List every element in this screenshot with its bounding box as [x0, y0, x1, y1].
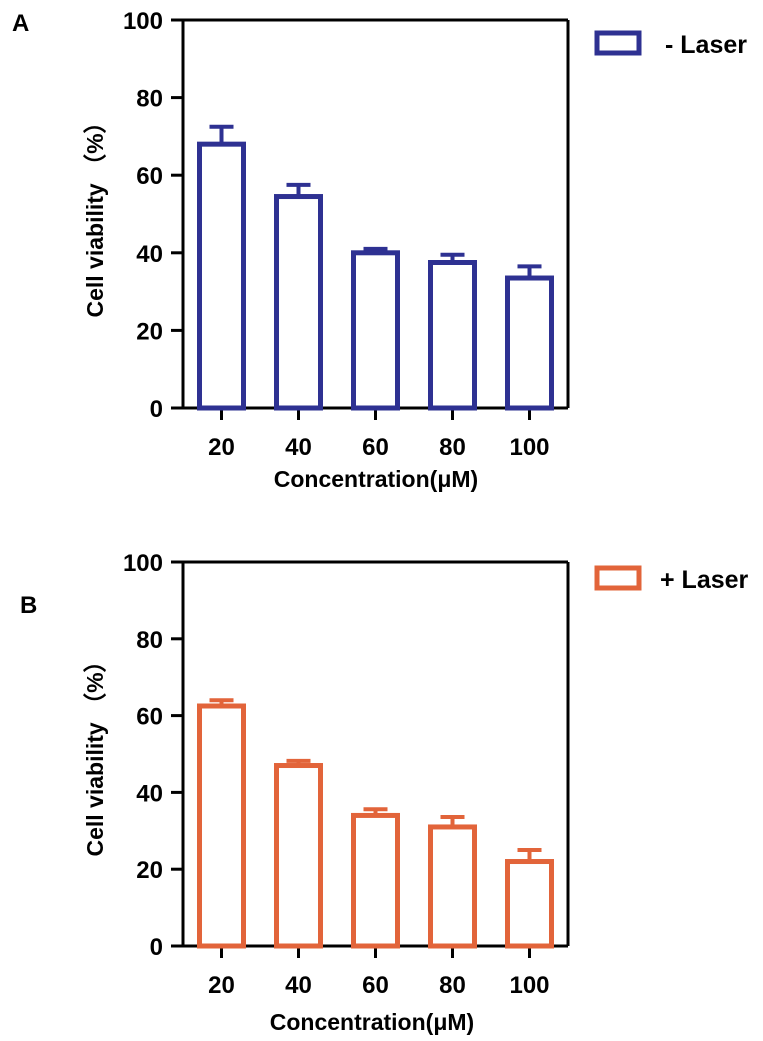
y-tick-label: 20 [136, 318, 163, 345]
y-tick-label: 20 [136, 857, 163, 884]
x-tick-label: 60 [362, 972, 389, 999]
x-tick-label: 100 [509, 972, 549, 999]
x-axis-label: Concentration(μM) [274, 466, 478, 492]
x-tick-label: 20 [208, 434, 235, 461]
bar [274, 194, 323, 411]
panel-b: B Cell viability （%） Concentration(μM) +… [20, 550, 749, 1035]
y-tick-label: 60 [136, 704, 163, 731]
x-tick-label: 40 [285, 972, 312, 999]
bar [197, 703, 246, 949]
y-tick-label: 60 [136, 163, 163, 190]
x-tick-label: 80 [439, 434, 466, 461]
bar [428, 260, 477, 411]
y-axis-label: Cell viability （%） [82, 649, 108, 856]
y-tick-label: 100 [123, 8, 163, 35]
legend-swatch [594, 30, 642, 56]
legend-label: + Laser [660, 566, 749, 594]
y-tick-label: 80 [136, 86, 163, 113]
panel-a: A Cell viability （%） Concentration(μM) -… [12, 8, 747, 492]
plot-area: 0 20 40 60 80 100 20 40 60 80 100 [123, 8, 570, 461]
bar [351, 250, 400, 411]
legend-label: - Laser [665, 31, 747, 59]
bar [428, 824, 477, 949]
y-tick-label: 40 [136, 780, 163, 807]
bar [505, 859, 554, 949]
bar [274, 763, 323, 949]
x-axis-label: Concentration(μM) [270, 1009, 474, 1035]
y-tick-label: 80 [136, 627, 163, 654]
y-tick-label: 40 [136, 241, 163, 268]
x-tick-label: 80 [439, 972, 466, 999]
x-tick-label: 100 [509, 434, 549, 461]
x-tick-label: 40 [285, 434, 312, 461]
panel-label: B [20, 592, 37, 619]
bar [351, 812, 400, 949]
x-tick-label: 60 [362, 434, 389, 461]
y-tick-label: 0 [150, 396, 163, 423]
bar [505, 275, 554, 411]
plot-area: 0 20 40 60 80 100 20 40 60 80 100 [123, 550, 570, 999]
panel-label: A [12, 10, 29, 37]
y-tick-label: 100 [123, 550, 163, 577]
y-tick-label: 0 [150, 934, 163, 961]
y-axis-label: Cell viability （%） [82, 110, 108, 317]
x-tick-label: 20 [208, 972, 235, 999]
legend-swatch [594, 565, 642, 591]
bar [197, 141, 246, 411]
